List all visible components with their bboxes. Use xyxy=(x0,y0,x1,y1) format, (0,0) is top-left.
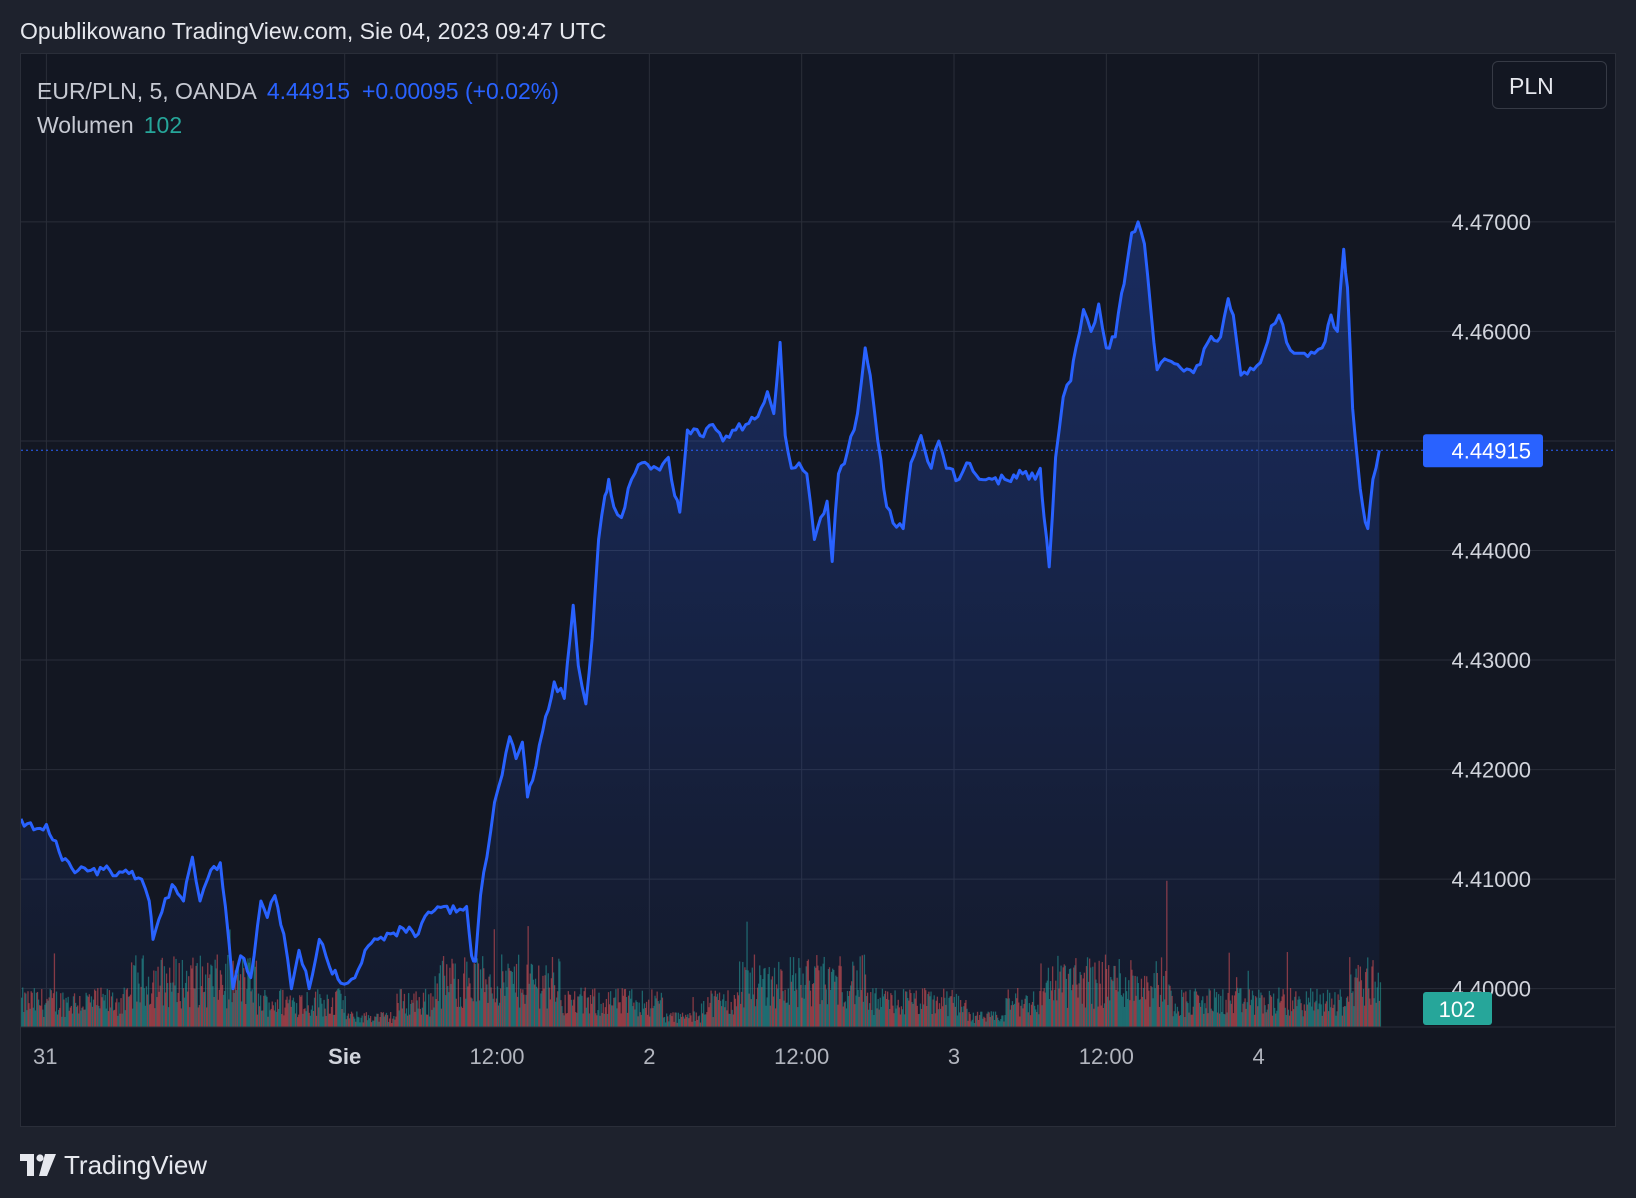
time-tick-label: Sie xyxy=(328,1044,361,1069)
time-tick-label: 12:00 xyxy=(1079,1044,1134,1069)
last-price-value: 4.44915 xyxy=(266,78,350,104)
price-tick-label: 4.44000 xyxy=(1451,539,1531,564)
volume-bar xyxy=(1378,1000,1381,1027)
footer-brand[interactable]: TradingView xyxy=(20,1147,207,1183)
published-caption: Opublikowano TradingView.com, Sie 04, 20… xyxy=(20,18,607,44)
time-tick-label: 4 xyxy=(1253,1044,1265,1069)
price-area xyxy=(21,220,1381,1027)
chart-panel[interactable]: 4.40000 4.41000 4.42000 4.43000 4.44000 4.460… xyxy=(20,53,1616,1127)
price-axis[interactable]: 4.400004.410004.420004.430004.440004.460… xyxy=(1423,210,1543,1025)
price-change-value: +0.00095 (+0.02%) xyxy=(361,78,559,104)
price-tick-label: 4.43000 xyxy=(1451,648,1531,673)
volume-value: 102 xyxy=(143,112,183,138)
time-tick-label: 2 xyxy=(643,1044,655,1069)
price-area-fill xyxy=(21,221,1380,1027)
price-line xyxy=(21,220,1381,991)
volume-badge xyxy=(1423,992,1492,1025)
time-axis[interactable]: 31 Sie 12:00 2 12:00 3 12:00 4 xyxy=(21,1026,1616,1069)
price-tick-label: 4.47000 xyxy=(1451,210,1531,235)
time-tick-label: 12:00 xyxy=(469,1044,524,1069)
symbol-label[interactable]: EUR/PLN, 5, OANDA xyxy=(37,78,257,104)
price-chart[interactable]: 4.400004.410004.420004.430004.440004.460… xyxy=(21,54,1616,1127)
price-tick-label: 4.41000 xyxy=(1451,867,1531,892)
legend-symbol-row: EUR/PLN, 5, OANDA 4.44915 +0.00095 (+0.02%… xyxy=(37,74,559,108)
time-tick-label: 12:00 xyxy=(774,1044,829,1069)
price-tick-label: 4.42000 xyxy=(1451,758,1531,783)
brand-name: TradingView xyxy=(64,1149,208,1180)
currency-button[interactable]: PLN xyxy=(1492,61,1607,109)
legend-volume-row: Wolumen 102 xyxy=(37,108,559,142)
time-tick-label: 31 xyxy=(33,1044,57,1069)
time-tick-label: 3 xyxy=(948,1044,960,1069)
last-price-badge-text: 4.44915 xyxy=(1451,438,1531,463)
chart-legend: EUR/PLN, 5, OANDA 4.44915 +0.00095 (+0.02%… xyxy=(37,74,559,142)
volume-bar xyxy=(1379,982,1382,1027)
volume-badge-text: 102 xyxy=(1439,997,1476,1022)
tradingview-logo-icon xyxy=(20,1154,56,1176)
price-tick-label: 4.46000 xyxy=(1451,319,1531,344)
volume-label[interactable]: Wolumen xyxy=(37,112,134,138)
last-price-badge xyxy=(1423,434,1543,468)
